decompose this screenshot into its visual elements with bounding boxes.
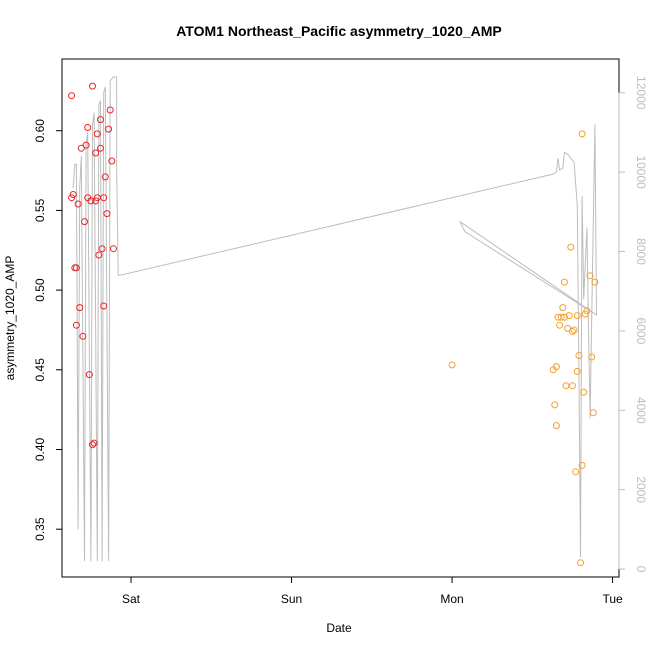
data-point bbox=[89, 441, 96, 449]
chart-title: ATOM1 Northeast_Pacific asymmetry_1020_A… bbox=[176, 23, 502, 39]
data-point bbox=[79, 332, 87, 340]
bottom-tick-label: Sat bbox=[122, 592, 141, 606]
left-tick-label: 0.45 bbox=[33, 358, 47, 382]
data-point bbox=[72, 321, 80, 329]
data-point bbox=[448, 361, 456, 369]
left-tick-label: 0.60 bbox=[33, 119, 47, 143]
data-point bbox=[68, 92, 76, 100]
secondary-series-line bbox=[72, 76, 598, 562]
data-point bbox=[90, 439, 98, 447]
data-point bbox=[106, 106, 114, 114]
data-point bbox=[567, 243, 575, 251]
data-point bbox=[580, 388, 588, 396]
data-point bbox=[591, 278, 599, 286]
data-point bbox=[557, 313, 565, 321]
left-tick-label: 0.35 bbox=[33, 517, 47, 541]
data-point bbox=[568, 328, 576, 335]
data-point bbox=[108, 157, 116, 165]
data-point bbox=[570, 326, 578, 334]
data-point bbox=[82, 141, 90, 149]
right-tick-label: 2000 bbox=[634, 476, 648, 503]
data-point bbox=[572, 468, 580, 476]
data-point bbox=[100, 302, 108, 310]
data-point bbox=[84, 124, 92, 131]
data-point bbox=[588, 353, 596, 361]
y-axis-label: asymmetry_1020_AMP bbox=[3, 256, 17, 381]
right-tick-label: 12000 bbox=[634, 76, 648, 110]
bottom-axis: Sat Sun Mon Tue bbox=[122, 576, 623, 606]
data-point bbox=[77, 144, 85, 152]
right-axis: 0 2000 4000 6000 8000 10000 12000 bbox=[618, 76, 648, 573]
data-point bbox=[72, 264, 80, 272]
data-point bbox=[583, 307, 591, 315]
left-tick-label: 0.55 bbox=[33, 198, 47, 222]
data-point bbox=[74, 200, 82, 208]
data-point bbox=[565, 312, 573, 320]
data-point bbox=[101, 173, 109, 181]
data-point bbox=[105, 125, 113, 133]
right-tick-label: 0 bbox=[634, 566, 648, 573]
right-tick-label: 4000 bbox=[634, 397, 648, 424]
data-point bbox=[81, 218, 88, 226]
left-tick-label: 0.50 bbox=[33, 278, 47, 302]
data-point bbox=[560, 278, 568, 286]
data-point bbox=[589, 409, 597, 417]
data-point bbox=[89, 82, 96, 90]
data-point bbox=[97, 144, 104, 152]
plot-frame bbox=[61, 58, 620, 578]
data-point bbox=[92, 149, 100, 157]
data-point bbox=[556, 321, 564, 329]
data-point bbox=[100, 194, 108, 202]
data-point bbox=[573, 312, 581, 320]
data-point bbox=[93, 130, 101, 138]
data-point bbox=[564, 324, 572, 332]
data-point bbox=[103, 210, 111, 218]
bottom-tick-label: Tue bbox=[602, 592, 623, 606]
data-point bbox=[552, 363, 560, 371]
left-tick-label: 0.40 bbox=[33, 437, 47, 461]
secondary-series-group bbox=[72, 76, 598, 562]
data-point bbox=[575, 352, 583, 359]
x-axis-label: Date bbox=[326, 621, 352, 635]
data-point bbox=[562, 382, 570, 390]
data-point bbox=[97, 116, 104, 124]
bottom-tick-label: Mon bbox=[440, 592, 463, 606]
right-tick-label: 8000 bbox=[634, 238, 648, 265]
data-point bbox=[559, 304, 567, 312]
points-group bbox=[68, 82, 599, 567]
data-point bbox=[578, 130, 586, 138]
right-tick-label: 10000 bbox=[634, 155, 648, 189]
data-point bbox=[573, 367, 581, 375]
data-point bbox=[85, 371, 93, 379]
data-point bbox=[98, 245, 106, 253]
data-point bbox=[95, 251, 103, 259]
data-point bbox=[76, 304, 84, 312]
data-point bbox=[69, 191, 77, 198]
data-point bbox=[109, 245, 117, 253]
data-point bbox=[552, 422, 560, 430]
right-tick-label: 6000 bbox=[634, 318, 648, 345]
data-point bbox=[568, 382, 576, 390]
data-point bbox=[560, 313, 568, 321]
bottom-tick-label: Sun bbox=[281, 592, 302, 606]
data-point bbox=[551, 401, 559, 409]
data-point bbox=[578, 461, 586, 469]
data-point bbox=[586, 272, 594, 280]
left-axis: 0.35 0.40 0.45 0.50 0.55 0.60 bbox=[33, 119, 63, 541]
data-point bbox=[87, 197, 95, 205]
data-point bbox=[577, 559, 584, 567]
